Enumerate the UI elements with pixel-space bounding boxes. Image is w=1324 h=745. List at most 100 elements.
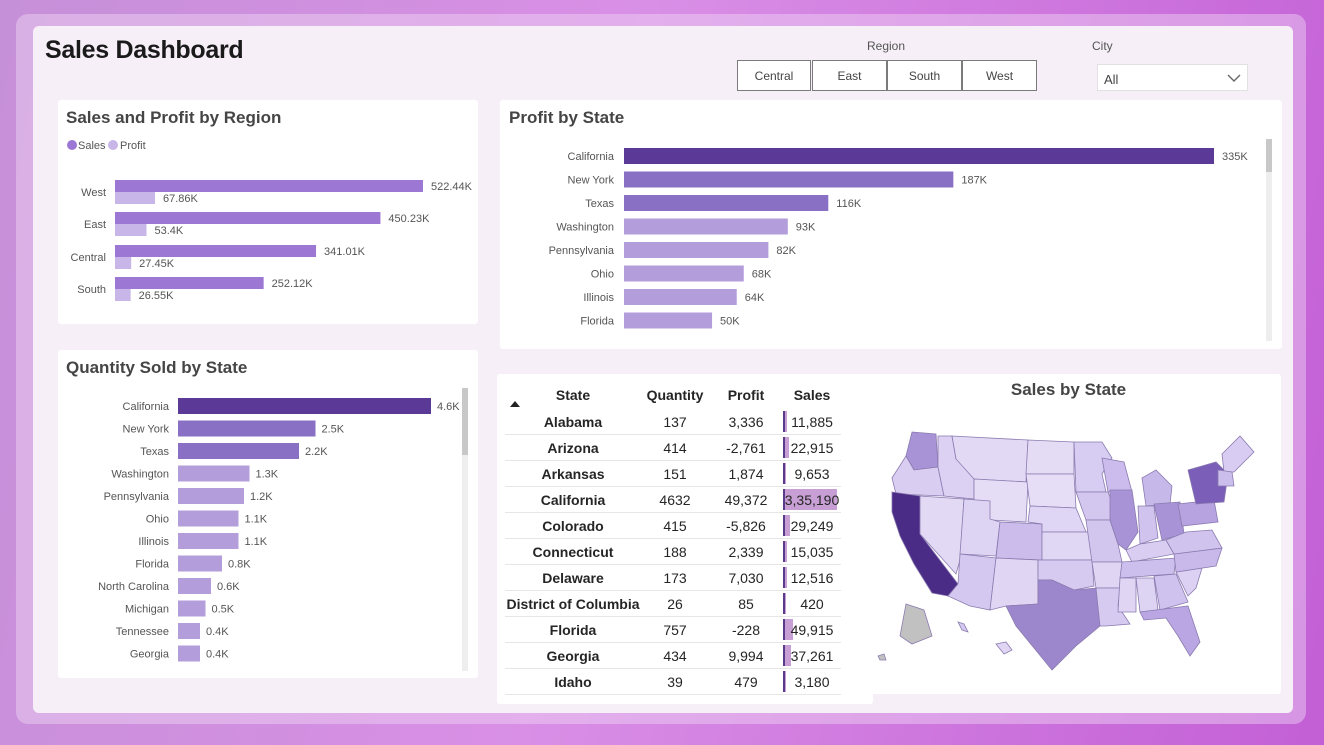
bar-profit[interactable] <box>115 224 147 236</box>
bar-profit[interactable] <box>624 265 744 282</box>
state-missouri[interactable] <box>1085 519 1123 563</box>
region-button-south[interactable]: South <box>887 60 962 91</box>
region-button-east[interactable]: East <box>812 60 887 91</box>
state-kansas[interactable] <box>1041 531 1093 561</box>
state-alabama[interactable] <box>1135 577 1159 613</box>
state-new-england[interactable] <box>1217 469 1235 487</box>
bar-quantity[interactable] <box>178 600 206 617</box>
us-sales-map[interactable] <box>856 374 1281 694</box>
cell-state: District of Columbia <box>505 590 641 617</box>
bar-sales[interactable] <box>115 180 423 192</box>
bar-quantity[interactable] <box>178 623 200 639</box>
state-michigan[interactable] <box>1141 469 1173 507</box>
data-label: 116K <box>836 198 862 210</box>
cell-sales: 3,180 <box>783 668 841 695</box>
category-label: Ohio <box>146 514 169 526</box>
cell-quantity: 415 <box>641 512 709 539</box>
state-florida[interactable] <box>1139 605 1201 657</box>
bar-quantity[interactable] <box>178 398 431 414</box>
table-row[interactable]: Colorado 415 -5,826 29,249 <box>505 512 841 539</box>
table-row[interactable]: Florida 757 -228 49,915 <box>505 616 841 643</box>
alaska-islands[interactable] <box>877 653 887 661</box>
table-row[interactable]: Idaho 39 479 3,180 <box>505 668 841 695</box>
state-hawaii-islands[interactable] <box>957 621 969 633</box>
bar-profit[interactable] <box>624 171 954 188</box>
cell-state: Arizona <box>505 434 641 461</box>
state-new-mexico[interactable] <box>989 557 1039 611</box>
region-button-west[interactable]: West <box>962 60 1037 91</box>
bar-profit[interactable] <box>115 289 131 301</box>
bar-profit[interactable] <box>624 242 769 258</box>
bar-profit[interactable] <box>624 312 713 329</box>
sales-value: 3,180 <box>794 673 830 690</box>
category-label: Washington <box>556 222 614 234</box>
sales-value: 15,035 <box>790 543 834 560</box>
sales-value: 22,915 <box>790 439 834 456</box>
table-row[interactable]: Arizona 414 -2,761 22,915 <box>505 434 841 461</box>
data-label-sales: 522.44K <box>431 181 473 193</box>
profit-state-scrollbar[interactable] <box>1266 139 1272 341</box>
bar-sales[interactable] <box>115 245 317 257</box>
table-row[interactable]: Connecticut 188 2,339 15,035 <box>505 538 841 565</box>
state-indiana[interactable] <box>1137 505 1159 545</box>
cell-sales: 12,516 <box>783 564 841 591</box>
state-colorado[interactable] <box>995 521 1043 561</box>
category-label: West <box>81 187 106 199</box>
cell-sales: 420 <box>783 590 841 617</box>
quantity-state-scrollbar[interactable] <box>462 388 468 671</box>
bar-quantity[interactable] <box>178 510 239 527</box>
table-row[interactable]: Alabama 137 3,336 11,885 <box>505 409 841 435</box>
state-north-dakota[interactable] <box>1025 439 1075 475</box>
data-label-sales: 450.23K <box>388 213 430 225</box>
scrollbar-thumb[interactable] <box>462 388 468 455</box>
state-nevada[interactable] <box>919 495 965 575</box>
bar-quantity[interactable] <box>178 533 239 549</box>
bar-profit[interactable] <box>624 218 788 235</box>
state-mississippi[interactable] <box>1117 577 1137 613</box>
bar-quantity[interactable] <box>178 555 222 572</box>
column-header-sales[interactable]: Sales <box>793 387 831 403</box>
sort-ascending-icon[interactable] <box>510 401 520 407</box>
column-header-state[interactable]: State <box>555 387 591 403</box>
data-label: 0.4K <box>206 626 229 638</box>
table-row[interactable]: Georgia 434 9,994 37,261 <box>505 642 841 669</box>
bar-quantity[interactable] <box>178 488 244 504</box>
state-maine[interactable] <box>1221 435 1255 473</box>
column-header-quantity[interactable]: Quantity <box>646 387 704 403</box>
bar-sales[interactable] <box>115 212 381 224</box>
bar-quantity[interactable] <box>178 443 299 459</box>
table-row[interactable]: Arkansas 151 1,874 9,653 <box>505 460 841 487</box>
city-dropdown[interactable]: All <box>1097 64 1248 91</box>
bar-quantity[interactable] <box>178 420 316 437</box>
table-row[interactable]: District of Columbia 26 85 420 <box>505 590 841 617</box>
table-row[interactable]: Delaware 173 7,030 12,516 <box>505 564 841 591</box>
state-georgia[interactable] <box>1153 573 1189 611</box>
bar-profit[interactable] <box>624 148 1214 164</box>
state-virginia[interactable] <box>1165 529 1223 555</box>
table-row[interactable]: California 4632 49,372 3,35,190 <box>505 486 841 513</box>
state-table: State Quantity Profit Sales Alabama 137 3,… <box>505 381 841 695</box>
state-south-dakota[interactable] <box>1025 473 1077 509</box>
bar-profit[interactable] <box>624 289 737 305</box>
column-header-profit[interactable]: Profit <box>727 387 765 403</box>
bar-profit[interactable] <box>115 257 132 269</box>
state-wisconsin[interactable] <box>1101 457 1133 493</box>
data-label: 4.6K <box>437 401 460 413</box>
category-label: East <box>84 219 106 231</box>
state-alaska[interactable] <box>899 603 933 645</box>
state-arkansas[interactable] <box>1091 561 1123 589</box>
region-button-central[interactable]: Central <box>737 60 811 91</box>
bar-profit[interactable] <box>115 192 156 204</box>
data-label-sales: 341.01K <box>324 246 366 258</box>
data-label: 0.8K <box>228 559 251 571</box>
cell-sales: 49,915 <box>783 616 841 643</box>
scrollbar-thumb[interactable] <box>1266 139 1272 172</box>
state-hawaii[interactable] <box>995 641 1013 655</box>
bar-quantity[interactable] <box>178 465 250 482</box>
profit-state-svg: California 335K New York 187K Texas 116K Washi… <box>549 148 1248 329</box>
bar-quantity[interactable] <box>178 645 200 662</box>
bar-sales[interactable] <box>115 277 264 289</box>
bar-quantity[interactable] <box>178 578 211 594</box>
cell-profit: 3,336 <box>709 409 783 435</box>
bar-profit[interactable] <box>624 195 829 211</box>
